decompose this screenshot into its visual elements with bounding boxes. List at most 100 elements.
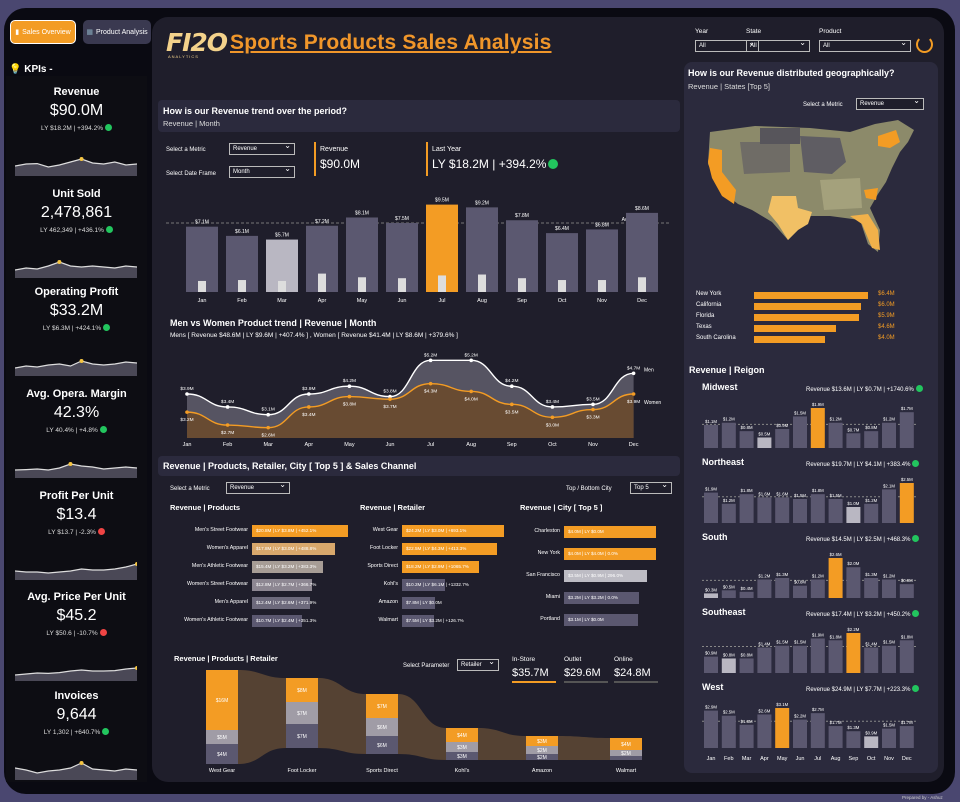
region-bar[interactable] — [721, 658, 736, 673]
region-bar[interactable] — [882, 579, 896, 598]
region-bar[interactable] — [739, 724, 754, 748]
refresh-icon[interactable] — [916, 36, 933, 53]
region-bar[interactable] — [846, 731, 861, 748]
region-bar[interactable] — [757, 437, 772, 448]
flow-segment[interactable] — [366, 736, 398, 754]
region-bar[interactable] — [864, 578, 879, 598]
state-bar[interactable] — [754, 303, 861, 310]
series-point[interactable] — [266, 425, 270, 430]
topbottom-select[interactable]: Top 5 — [630, 480, 672, 494]
series-point[interactable] — [185, 410, 189, 414]
region-bar[interactable] — [846, 567, 861, 598]
series-point[interactable] — [591, 402, 595, 407]
state-bar[interactable] — [754, 336, 825, 343]
region-bar[interactable] — [793, 585, 807, 598]
flow-segment[interactable] — [610, 750, 642, 756]
state-bar[interactable] — [754, 325, 836, 332]
product-bar[interactable]: $17.8M | LY $3.0M | +488.8% — [252, 543, 335, 555]
region-bar[interactable] — [882, 489, 896, 523]
city-bar[interactable]: $4.0M | LY $0.0M — [564, 526, 656, 538]
region-bar[interactable] — [846, 507, 861, 523]
city-bar[interactable]: $3.2M | LY $3.2M | 0.0% — [564, 592, 639, 604]
region-bar[interactable] — [899, 726, 914, 748]
series-point[interactable] — [469, 358, 474, 363]
series-point[interactable] — [388, 397, 392, 401]
region-bar[interactable] — [810, 408, 825, 448]
region-bar[interactable] — [704, 492, 718, 523]
flow-segment[interactable] — [206, 670, 238, 730]
retailer-bar[interactable]: $18.2M | LY $2.9M | +1065.7% — [402, 561, 479, 573]
region-bar[interactable] — [739, 494, 754, 523]
region-bar[interactable] — [828, 499, 843, 523]
region-bar[interactable] — [882, 645, 896, 673]
region-bar[interactable] — [810, 713, 825, 748]
filter-select-year[interactable]: All ⌄ — [695, 38, 759, 52]
retailer-bar[interactable]: $7.8M | LY $0.0M — [402, 597, 442, 609]
region-bar[interactable] — [757, 497, 772, 523]
series-point[interactable] — [225, 405, 230, 409]
tab-product-analysis[interactable]: ▦ Product Analysis — [83, 20, 151, 44]
region-bar[interactable] — [810, 638, 825, 673]
region-bar[interactable] — [775, 429, 790, 448]
series-point[interactable] — [428, 381, 433, 386]
region-bar[interactable] — [721, 715, 736, 748]
prc-metric-select[interactable]: Revenue — [226, 480, 290, 494]
region-bar[interactable] — [775, 497, 790, 523]
flow-segment[interactable] — [610, 756, 642, 760]
series-point[interactable] — [388, 394, 392, 399]
region-bar[interactable] — [757, 647, 772, 673]
city-bar[interactable]: $3.5M | LY $0.9M | 296.0% — [564, 570, 647, 582]
region-bar[interactable] — [793, 645, 807, 673]
retailer-bar[interactable]: $7.5M | LY $3.2M | +126.7% — [402, 615, 464, 627]
flow-segment[interactable] — [610, 738, 642, 750]
frame-select[interactable]: Month — [229, 164, 295, 178]
region-bar[interactable] — [704, 424, 718, 448]
region-bar[interactable] — [882, 422, 896, 448]
region-bar[interactable] — [775, 578, 790, 598]
product-bar[interactable]: $10.7M | LY $2.4M | +351.3% — [252, 615, 316, 627]
region-bar[interactable] — [828, 558, 843, 598]
product-bar[interactable]: $20.8M | LY $3.8M | +452.1% — [252, 525, 348, 537]
retailer-bar[interactable]: $22.5M | LY $4.3M | +413.3% — [402, 543, 497, 555]
flow-segment[interactable] — [446, 728, 478, 742]
flow-segment[interactable] — [286, 678, 318, 702]
flow-segment[interactable] — [366, 718, 398, 736]
flow-segment[interactable] — [446, 742, 478, 752]
series-point[interactable] — [510, 384, 514, 389]
region-bar[interactable] — [775, 645, 790, 673]
flow-segment[interactable] — [526, 736, 558, 746]
region-bar[interactable] — [721, 590, 736, 598]
region-bar[interactable] — [810, 494, 825, 523]
flow-segment[interactable] — [526, 746, 558, 754]
filter-select-product[interactable]: All ⌄ — [819, 38, 911, 52]
retailer-bar[interactable]: $10.2M | LY $6.1M | +1332.7% — [402, 579, 469, 591]
region-bar[interactable] — [864, 503, 879, 523]
series-point[interactable] — [631, 371, 636, 376]
retailer-bar[interactable]: $24.2M | LY $3.0M | +693.1% — [402, 525, 504, 537]
flow-segment[interactable] — [286, 702, 318, 724]
region-bar[interactable] — [704, 710, 718, 748]
series-point[interactable] — [347, 394, 352, 399]
region-bar[interactable] — [899, 584, 914, 598]
region-bar[interactable] — [882, 728, 896, 748]
region-bar[interactable] — [793, 416, 807, 448]
region-bar[interactable] — [810, 579, 825, 598]
param-select[interactable]: Retailer — [457, 657, 499, 671]
series-point[interactable] — [225, 423, 230, 427]
flow-segment[interactable] — [526, 754, 558, 760]
series-point[interactable] — [550, 405, 555, 409]
tab-sales-overview[interactable]: ▮ Sales Overview — [10, 20, 76, 44]
region-bar[interactable] — [775, 708, 790, 748]
region-bar[interactable] — [899, 412, 914, 448]
region-bar[interactable] — [864, 736, 879, 748]
flow-segment[interactable] — [206, 744, 238, 764]
series-point[interactable] — [428, 358, 433, 363]
city-bar[interactable]: $3.1M | LY $0.0M — [564, 614, 638, 626]
region-bar[interactable] — [864, 647, 879, 673]
region-bar[interactable] — [739, 431, 754, 448]
series-point[interactable] — [631, 392, 636, 396]
series-point[interactable] — [550, 415, 555, 420]
region-bar[interactable] — [757, 579, 772, 598]
region-bar[interactable] — [704, 656, 718, 673]
flow-segment[interactable] — [366, 694, 398, 718]
